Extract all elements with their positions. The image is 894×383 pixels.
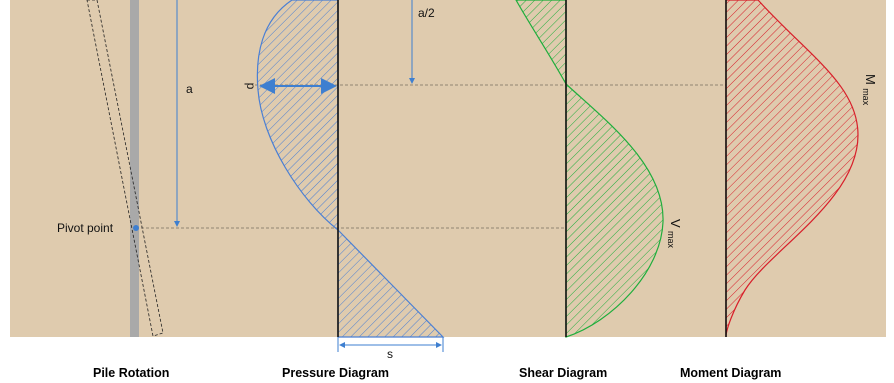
pivot-point-label: Pivot point — [57, 221, 114, 235]
pressure-diagram-group: p a/2 s — [244, 0, 445, 361]
caption-pile-rotation: Pile Rotation — [93, 366, 169, 380]
pile-rotation-group: Pivot point a — [57, 0, 193, 337]
caption-shear-diagram: Shear Diagram — [519, 366, 607, 380]
moment-diagram-group: M max — [725, 0, 878, 338]
v-max-label: V max — [666, 219, 683, 249]
dimension-half-a-label: a/2 — [418, 6, 435, 20]
moment-area — [725, 0, 859, 338]
m-max-main: M — [863, 74, 878, 85]
caption-moment-diagram: Moment Diagram — [680, 366, 781, 380]
shear-lower-area — [565, 82, 664, 338]
m-max-label: M max — [861, 74, 878, 106]
pressure-upper-area — [256, 0, 339, 232]
v-max-main: V — [668, 219, 683, 228]
pivot-dot-icon — [133, 225, 139, 231]
shear-diagram-group: V max — [515, 0, 683, 338]
v-max-sub: max — [666, 231, 676, 249]
pile-shaft — [130, 0, 139, 337]
shear-upper-area — [515, 0, 567, 85]
m-max-sub: max — [861, 88, 871, 106]
dimension-p-label: p — [244, 83, 258, 90]
dimension-a-label: a — [186, 82, 193, 96]
caption-pressure-diagram: Pressure Diagram — [282, 366, 389, 380]
dimension-s-label: s — [387, 347, 393, 361]
